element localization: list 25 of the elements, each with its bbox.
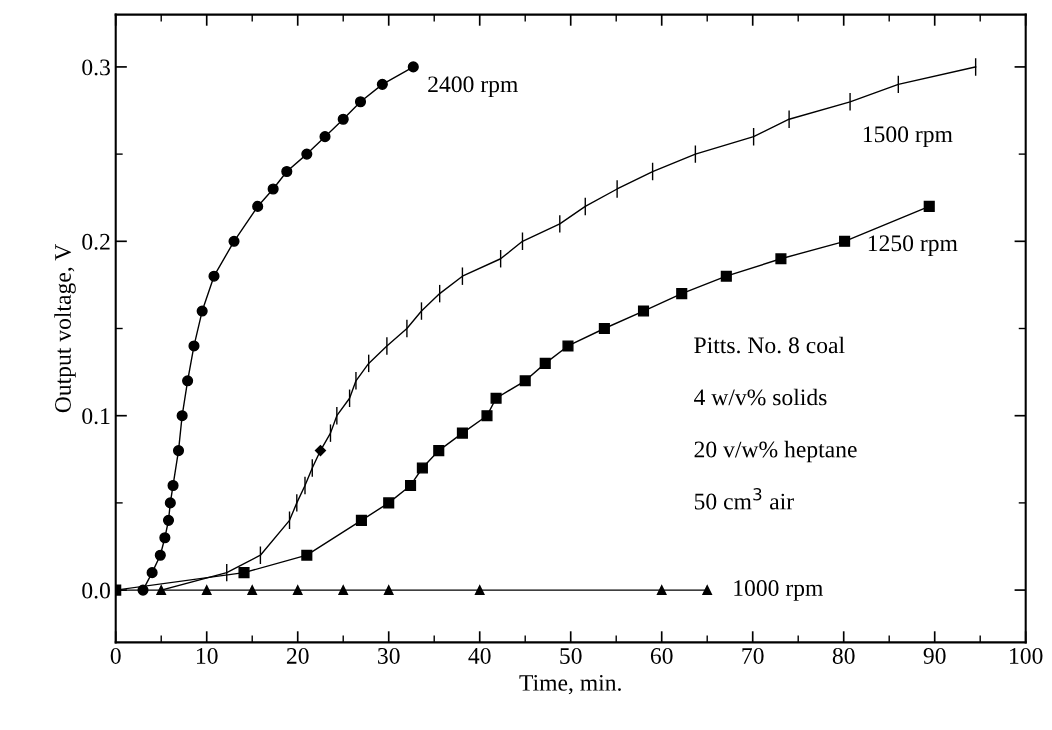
y-tick-label: 0.3 — [82, 59, 110, 76]
x-tick-label: 40 — [468, 647, 491, 664]
series-label: 2400 rpm — [428, 76, 518, 98]
series-label: 1500 rpm — [863, 126, 953, 148]
annotation: 50 cm$^{3}$ air — [694, 488, 794, 510]
series-label: 1250 rpm — [868, 235, 958, 257]
annotation: 4 w/v% solids — [694, 388, 827, 406]
x-tick-label: 50 — [560, 647, 582, 664]
y-tick-label: 0.1 — [82, 408, 110, 425]
x-tick-label: 60 — [650, 647, 673, 664]
x-tick-label: 90 — [923, 647, 946, 664]
x-tick-label: 10 — [196, 647, 218, 664]
annotation: 20 v/w% heptane — [694, 440, 857, 463]
x-axis-title: Time, min. — [519, 674, 621, 695]
series-label: 1000 rpm — [734, 580, 823, 601]
annotation: Pitts. No. 8 coal — [694, 336, 845, 354]
x-tick-label: 20 — [286, 647, 309, 664]
y-tick-label: 0.0 — [82, 582, 110, 599]
y-axis-title: Output voltage, V — [54, 244, 76, 413]
x-tick-label: 100 — [1010, 647, 1043, 664]
x-tick-label: 70 — [742, 647, 764, 664]
x-tick-label: 30 — [378, 647, 400, 664]
y-tick-label: 0.2 — [82, 233, 110, 250]
x-tick-label: 0 — [110, 647, 121, 664]
x-tick-label: 80 — [832, 647, 855, 664]
